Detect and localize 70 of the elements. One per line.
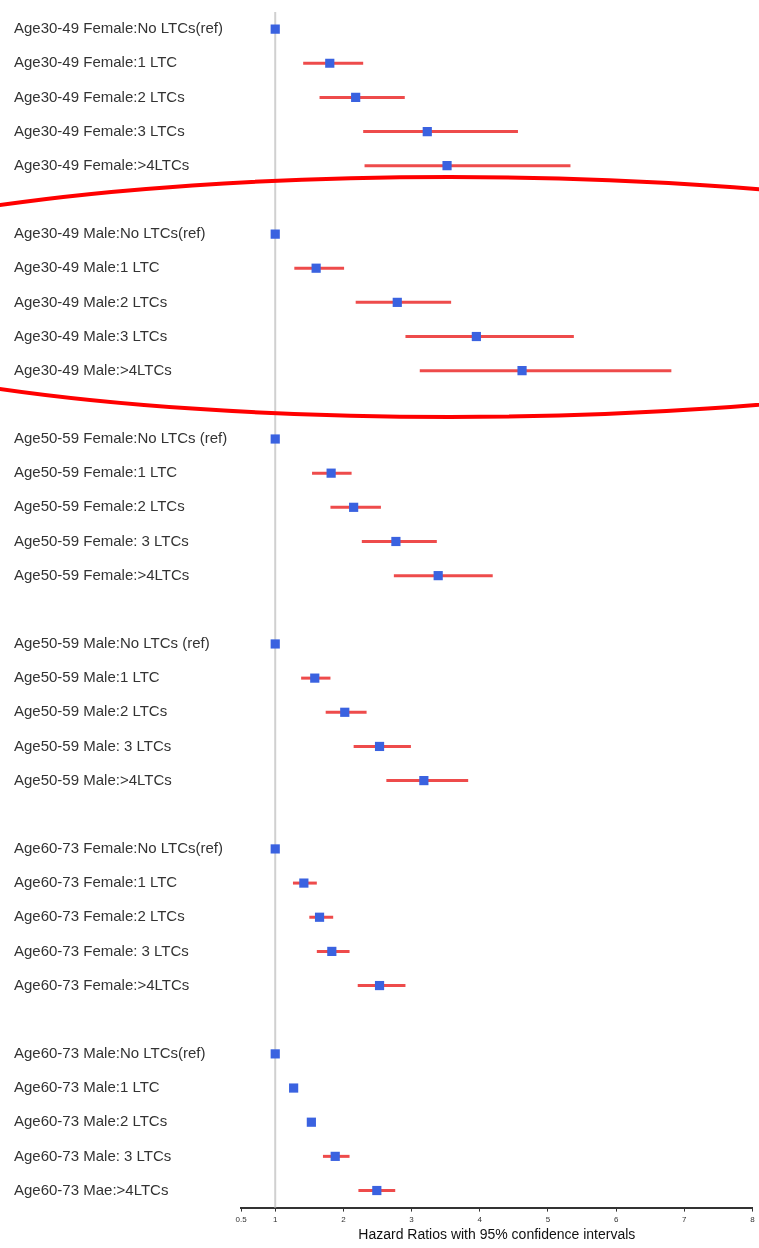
point [270,639,280,649]
x-tick-label: 2 [341,1214,347,1224]
y-tick-label: Age60-73 Female: 3 LTCs [14,941,189,959]
point [270,24,280,34]
point [326,468,336,478]
y-tick-label: Age50-59 Male: 3 LTCs [14,736,172,754]
x-axis-title: Hazard Ratios with 95% confidence intervals [358,1226,636,1243]
x-tick-label: 8 [750,1214,756,1224]
point [299,878,309,888]
x-tick-label: 3 [409,1214,415,1224]
y-tick-label: Age60-73 Male:No LTCs(ref) [14,1044,206,1062]
y-tick-label: Age50-59 Male:No LTCs (ref) [14,634,210,652]
point [270,844,280,854]
x-tick-label: 0.5 [235,1214,248,1224]
y-tick-label: Age60-73 Female:1 LTC [14,873,178,891]
point [306,1117,316,1127]
point [270,1049,280,1059]
y-tick-label: Age50-59 Male:2 LTCs [14,702,168,720]
y-tick-label: Age50-59 Female:>4LTCs [14,565,190,583]
y-tick-label: Age30-49 Male:1 LTC [14,258,160,276]
point [391,536,401,547]
y-tick-label: Age30-49 Female:>4LTCs [14,155,190,173]
point [310,673,320,683]
y-tick-label: Age30-49 Male:No LTCs(ref) [14,224,206,242]
point [270,434,280,444]
point [340,707,350,717]
point [419,776,429,786]
y-tick-label: Age60-73 Female:>4LTCs [14,975,190,993]
y-tick-label: Age30-49 Male:>4LTCs [14,360,172,378]
point [325,58,335,68]
point [327,946,337,956]
point [374,980,385,991]
y-tick-label: Age60-73 Male:1 LTC [14,1078,160,1096]
point [289,1083,299,1093]
point [433,571,443,581]
y-tick-label: Age60-73 Female:2 LTCs [14,907,185,925]
x-tick-label: 5 [545,1214,551,1224]
y-tick-label: Age30-49 Male:2 LTCs [14,292,168,310]
point [442,161,452,171]
y-tick-label: Age50-59 Female:No LTCs (ref) [14,429,228,447]
x-tick-label: 1 [273,1214,278,1224]
x-tick-label: 4 [477,1214,483,1224]
point [311,263,321,273]
point [422,126,432,137]
point [392,297,402,307]
y-tick-label: Age50-59 Male:1 LTC [14,668,160,686]
point [374,741,385,752]
y-tick-label: Age60-73 Male: 3 LTCs [14,1146,172,1164]
point [372,1185,382,1196]
point [349,502,359,512]
x-tick-label: 6 [613,1214,619,1224]
point [330,1151,340,1161]
point [270,229,280,239]
point [471,331,481,342]
y-tick-label: Age60-73 Female:No LTCs(ref) [14,839,223,857]
y-tick-label: Age30-49 Female:No LTCs(ref) [14,19,223,37]
y-tick-label: Age30-49 Female:3 LTCs [14,121,185,139]
point [351,92,361,102]
y-tick-label: Age50-59 Female: 3 LTCs [14,531,189,549]
x-tick-label: 7 [682,1214,688,1224]
y-tick-label: Age30-49 Female:2 LTCs [14,87,185,105]
y-tick-label: Age30-49 Male:3 LTCs [14,326,168,344]
y-tick-label: Age60-73 Mae:>4LTCs [14,1180,169,1198]
y-tick-label: Age50-59 Female:2 LTCs [14,497,185,515]
y-tick-label: Age60-73 Male:2 LTCs [14,1112,168,1130]
point [314,912,325,922]
y-tick-label: Age50-59 Male:>4LTCs [14,770,172,788]
point [517,366,527,376]
y-tick-label: Age50-59 Female:1 LTC [14,463,178,481]
y-tick-label: Age30-49 Female:1 LTC [14,53,178,71]
